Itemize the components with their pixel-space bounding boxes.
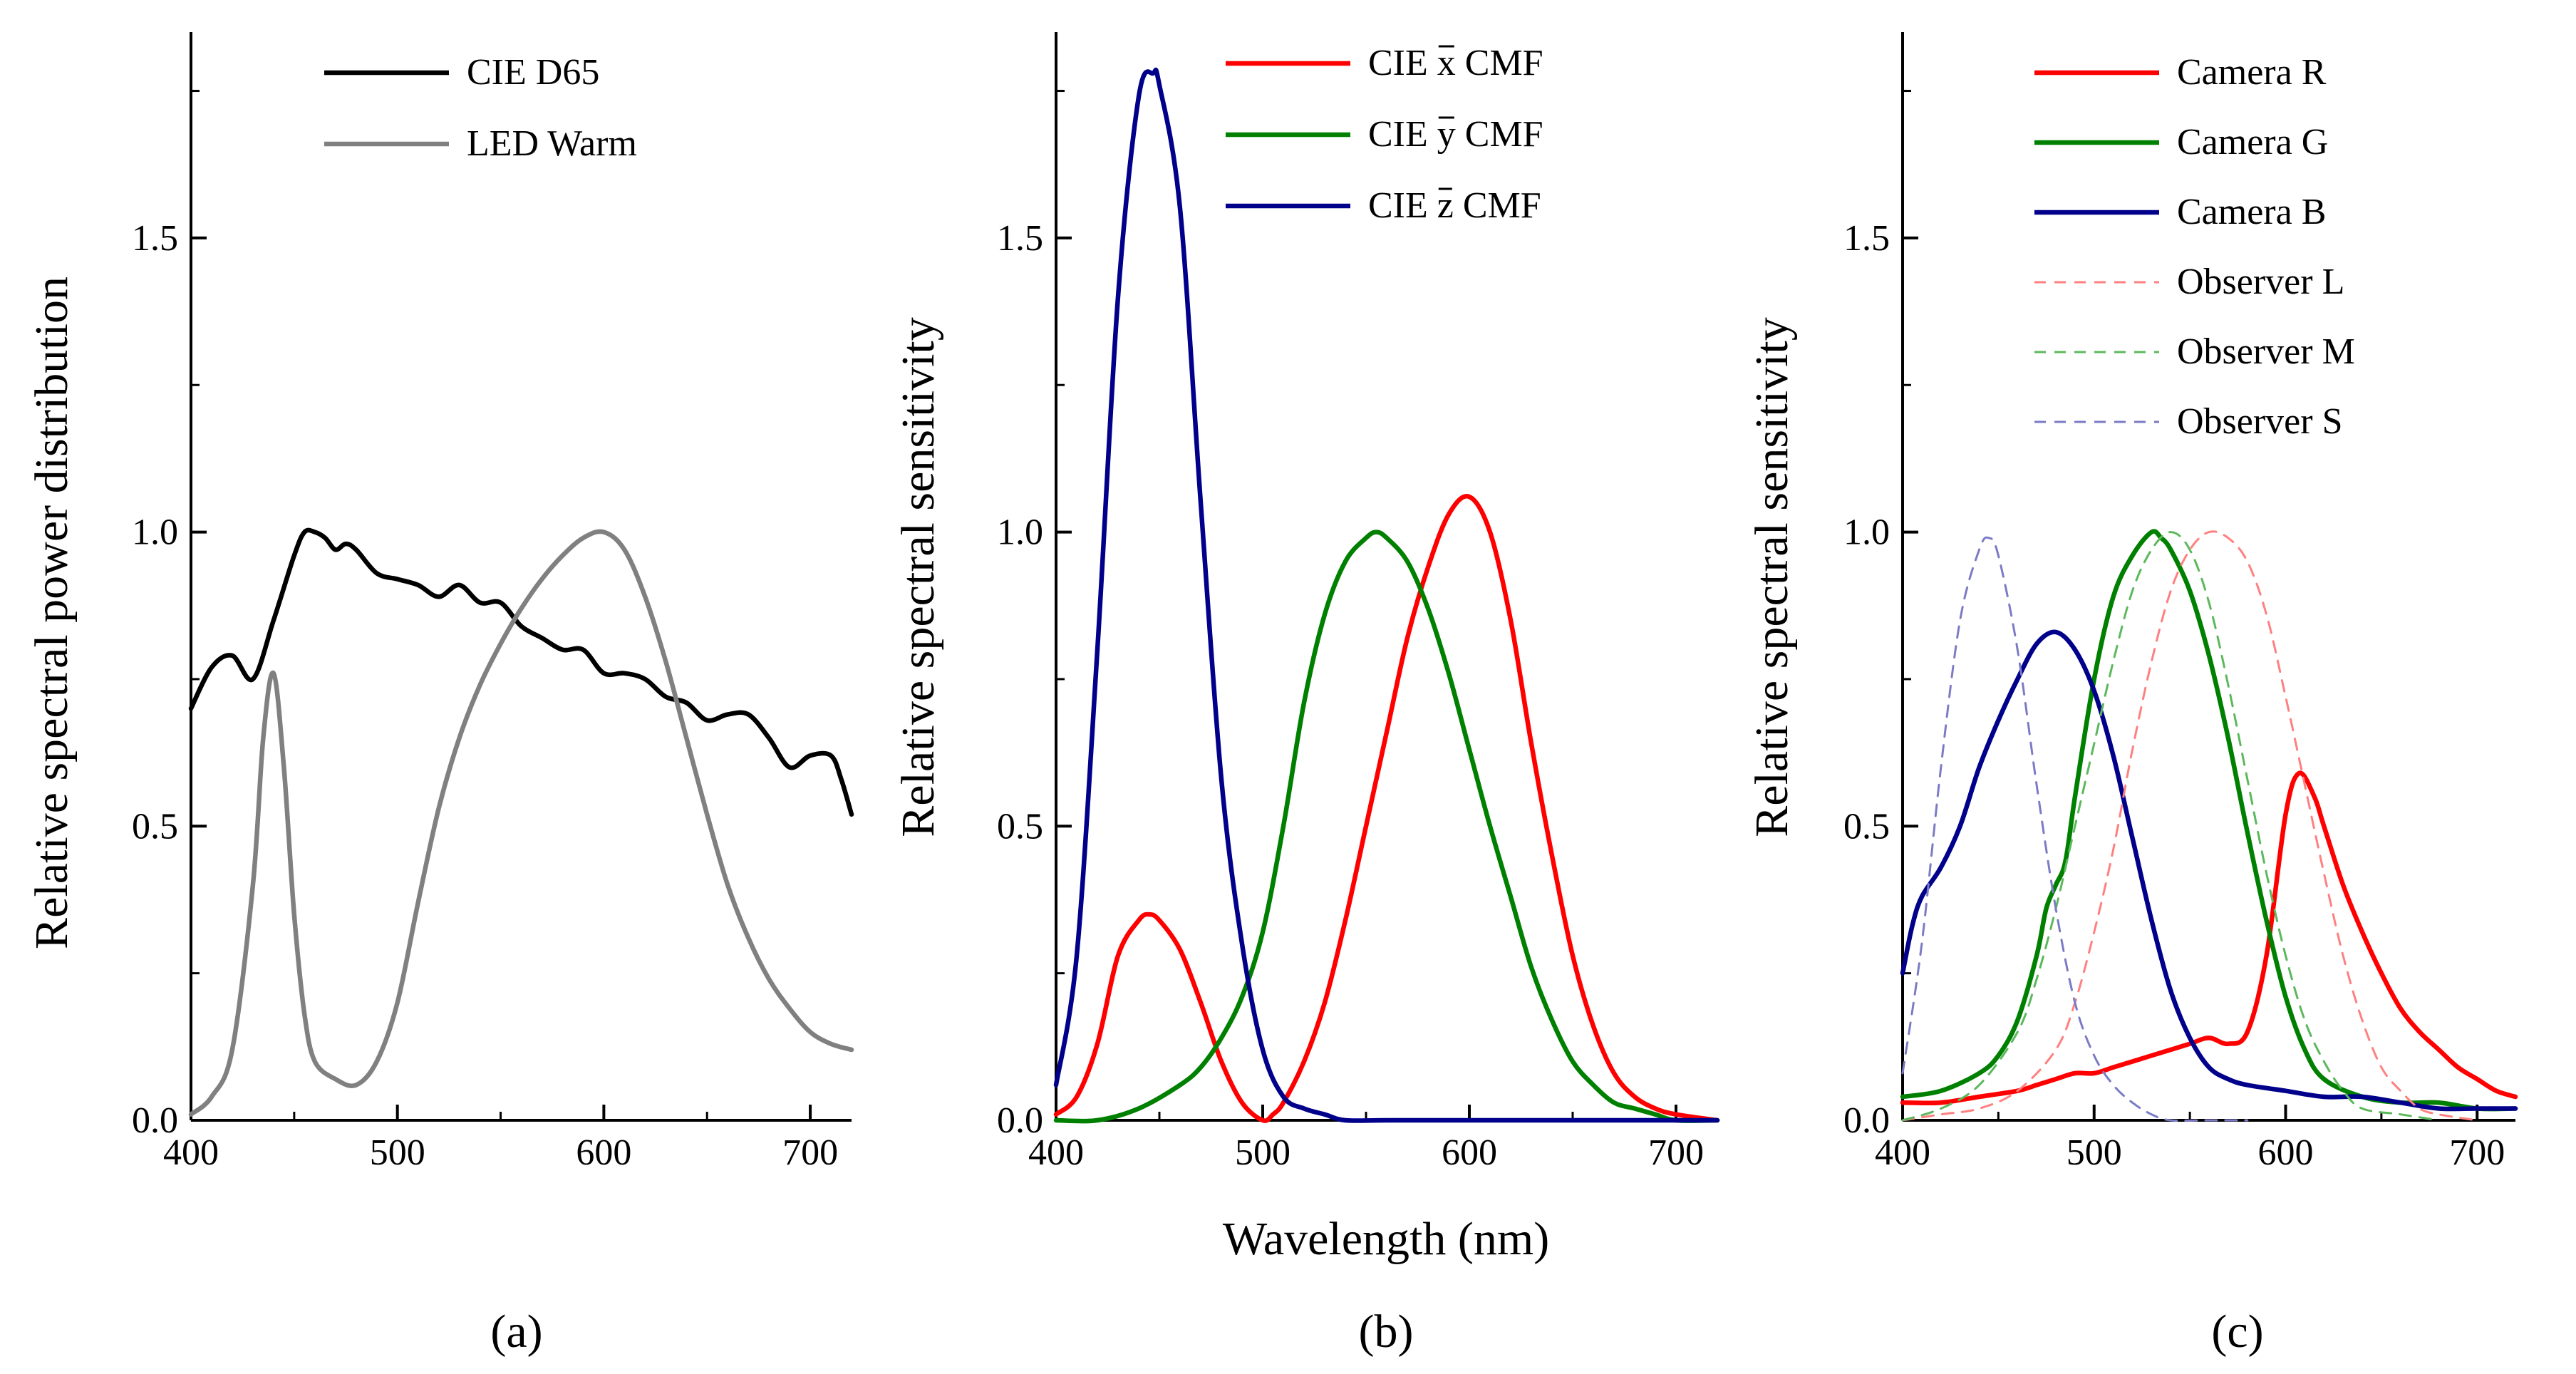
- y-tick-label: 1.5: [997, 218, 1043, 259]
- legend-label: Camera B: [2177, 192, 2326, 232]
- y-tick-label: 0.5: [997, 806, 1043, 847]
- series-line-cie-z-cmf: [1053, 67, 1720, 1123]
- y-tick-label: 0.0: [1843, 1100, 1890, 1141]
- series-line-observer-l: [1901, 530, 2478, 1122]
- y-tick-label: 1.0: [1843, 512, 1890, 553]
- x-tick-label: 500: [1235, 1132, 1290, 1173]
- x-tick-label: 400: [163, 1132, 219, 1173]
- series-line-observer-s: [1901, 536, 2249, 1122]
- series-group: [1053, 67, 1720, 1124]
- y-tick-label: 1.5: [1843, 218, 1890, 259]
- x-tick-label: 700: [2449, 1132, 2505, 1173]
- y-tick-label: 0.0: [132, 1100, 178, 1141]
- panel-label: (c): [2211, 1306, 2263, 1358]
- legend: CIE D65 LED Warm: [324, 52, 637, 164]
- legend-label: Observer L: [2177, 262, 2344, 302]
- legend-label: CIE y CMF: [1368, 114, 1543, 155]
- x-axis-title: Wavelength (nm): [1223, 1213, 1549, 1265]
- panel-label: (b): [1359, 1306, 1414, 1358]
- y-tick-label: 0.0: [997, 1100, 1043, 1141]
- legend-label: Camera R: [2177, 52, 2327, 93]
- y-tick-label: 1.0: [132, 512, 178, 553]
- series-line-camera-b: [1900, 629, 2518, 1112]
- panel-b: 400 500 600 700 0.0 0.5 1.0 1.5 CIE x CMF CIE y C…: [892, 32, 1720, 1358]
- series-line-led-warm: [188, 529, 854, 1117]
- x-tick-label: 700: [1648, 1132, 1704, 1173]
- x-tick-label: 500: [370, 1132, 425, 1173]
- y-tick-label: 0.5: [1843, 806, 1890, 847]
- x-tick-label: 500: [2067, 1132, 2122, 1173]
- y-tick-label: 0.5: [132, 806, 178, 847]
- series-line-cie-y-cmf: [1053, 530, 1720, 1124]
- legend: Camera R Camera G Camera B Observer L Observ…: [2034, 52, 2355, 442]
- x-tick-label: 400: [1875, 1132, 1930, 1173]
- x-tick-label: 600: [1442, 1132, 1497, 1173]
- legend-label: Camera G: [2177, 122, 2328, 162]
- series-line-camera-g: [1900, 529, 2518, 1112]
- legend-label: CIE z CMF: [1368, 185, 1541, 226]
- legend-label: CIE D65: [467, 52, 599, 93]
- x-tick-label: 700: [782, 1132, 838, 1173]
- series-group: [188, 527, 854, 1117]
- series-line-cie-x-cmf: [1053, 494, 1720, 1123]
- panel-label: (a): [490, 1306, 542, 1358]
- legend-label: LED Warm: [467, 123, 637, 164]
- legend-label: Observer M: [2177, 331, 2355, 372]
- axes: 400 500 600 700 0.0 0.5 1.0 1.5: [132, 32, 852, 1173]
- legend-label: Observer S: [2177, 401, 2343, 442]
- axes: 400 500 600 700 0.0 0.5 1.0 1.5: [1843, 32, 2515, 1173]
- legend-label: CIE x CMF: [1368, 43, 1543, 83]
- x-tick-label: 600: [2258, 1132, 2314, 1173]
- y-axis-title: Relative spectral sensitivity: [1746, 317, 1798, 837]
- y-tick-label: 1.0: [997, 512, 1043, 553]
- x-tick-label: 600: [576, 1132, 631, 1173]
- y-axis-title: Relative spectral sensitivity: [892, 317, 944, 837]
- series-line-cie-d65: [188, 527, 854, 817]
- series-line-camera-r: [1900, 770, 2518, 1106]
- x-tick-label: 400: [1028, 1132, 1084, 1173]
- series-line-observer-m: [1901, 531, 2440, 1122]
- y-axis-title: Relative spectral power distribution: [26, 277, 78, 949]
- series-group: [1900, 529, 2518, 1122]
- y-tick-label: 1.5: [132, 218, 178, 259]
- panel-c: 400 500 600 700 0.0 0.5 1.0 1.5 Camera R Camera G…: [1746, 32, 2518, 1358]
- legend: CIE x CMF CIE y CMF CIE z CMF: [1226, 43, 1543, 226]
